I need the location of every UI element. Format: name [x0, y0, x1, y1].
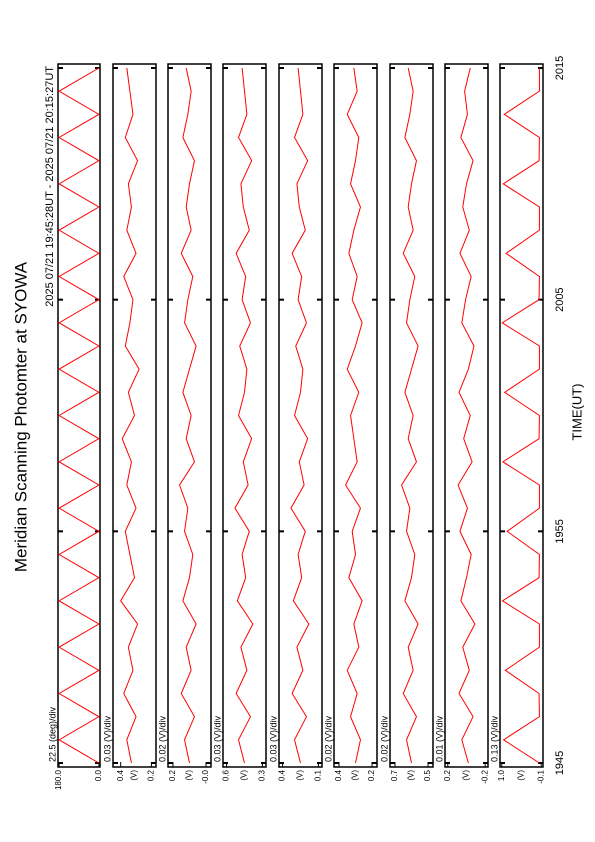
scale-label: 0.02 (V)/div	[379, 715, 389, 762]
panel-frame	[444, 63, 489, 768]
signal-line	[234, 67, 254, 764]
scale-label: 22.5 (deg)/div	[47, 706, 57, 762]
panel-frame	[499, 63, 544, 768]
y-tick-label: 0.4	[278, 769, 287, 781]
rotated-plot: Meridian Scanning Photomter at SYOWA 202…	[11, 56, 584, 790]
panel-frame	[278, 63, 323, 768]
y-tick-label: 1.0	[497, 769, 506, 781]
y-unit: (V)	[462, 770, 471, 781]
y-tick-label: 0.2	[168, 769, 177, 781]
panel-frame	[389, 63, 434, 768]
y-tick-label: -0.0	[201, 769, 210, 783]
y-tick-label: 0.2	[367, 769, 376, 781]
y-tick-label: 180.0	[54, 769, 63, 790]
signal-line	[179, 67, 197, 764]
y-unit: (V)	[296, 770, 305, 781]
y-unit: (V)	[517, 770, 526, 781]
y-tick-label: -0.2	[480, 769, 489, 783]
x-tick-label: 1955	[554, 519, 566, 543]
y-tick-label: 0.4	[334, 769, 343, 781]
panel-frame	[112, 63, 157, 768]
signal-line	[345, 67, 363, 764]
x-tick-label: 2015	[554, 56, 566, 80]
scale-label: 0.03 (V)/div	[102, 715, 112, 762]
y-tick-label: 0.2	[147, 769, 156, 781]
signal-line	[401, 67, 419, 764]
chart-title: Meridian Scanning Photomter at SYOWA	[11, 261, 30, 572]
y-tick-label: -0.1	[536, 769, 545, 783]
y-tick-label: 0.2	[443, 769, 452, 781]
y-unit: (V)	[185, 770, 194, 781]
y-unit: (V)	[351, 770, 360, 781]
panel-frame	[222, 63, 267, 768]
y-tick-label: 0.5	[423, 769, 432, 781]
x-tick-label: 1945	[554, 751, 566, 775]
x-axis-label: TIME(UT)	[569, 383, 584, 440]
scale-label: 0.01 (V)/div	[434, 715, 444, 762]
scale-label: 0.03 (V)/div	[212, 715, 222, 762]
scale-label: 0.13 (V)/div	[489, 715, 499, 762]
signal-line	[290, 67, 310, 764]
y-unit: (V)	[130, 770, 139, 781]
y-tick-label: 0.1	[314, 769, 323, 781]
signal-line	[58, 67, 100, 764]
scale-label: 0.02 (V)/div	[323, 715, 333, 762]
signal-line	[457, 67, 476, 764]
y-tick-label: 0.4	[116, 769, 125, 781]
panel-frame	[167, 63, 212, 768]
y-tick-label: 0.7	[390, 769, 399, 781]
scale-label: 0.02 (V)/div	[157, 715, 167, 762]
signal-line	[501, 68, 540, 764]
y-unit: (V)	[407, 770, 416, 781]
y-unit: (V)	[240, 770, 249, 781]
signal-line	[120, 67, 140, 764]
panel-frame	[57, 63, 101, 768]
panel-frame	[333, 63, 378, 768]
y-tick-label: 0.0	[94, 769, 103, 781]
y-tick-label: 0.6	[222, 769, 231, 781]
x-tick-label: 2005	[554, 287, 566, 311]
y-tick-label: 0.3	[258, 769, 267, 781]
chart-subtitle: 2025 07/21 19:45:28UT - 2025 07/21 20:15…	[44, 66, 56, 307]
scale-label: 0.03 (V)/div	[268, 715, 278, 762]
